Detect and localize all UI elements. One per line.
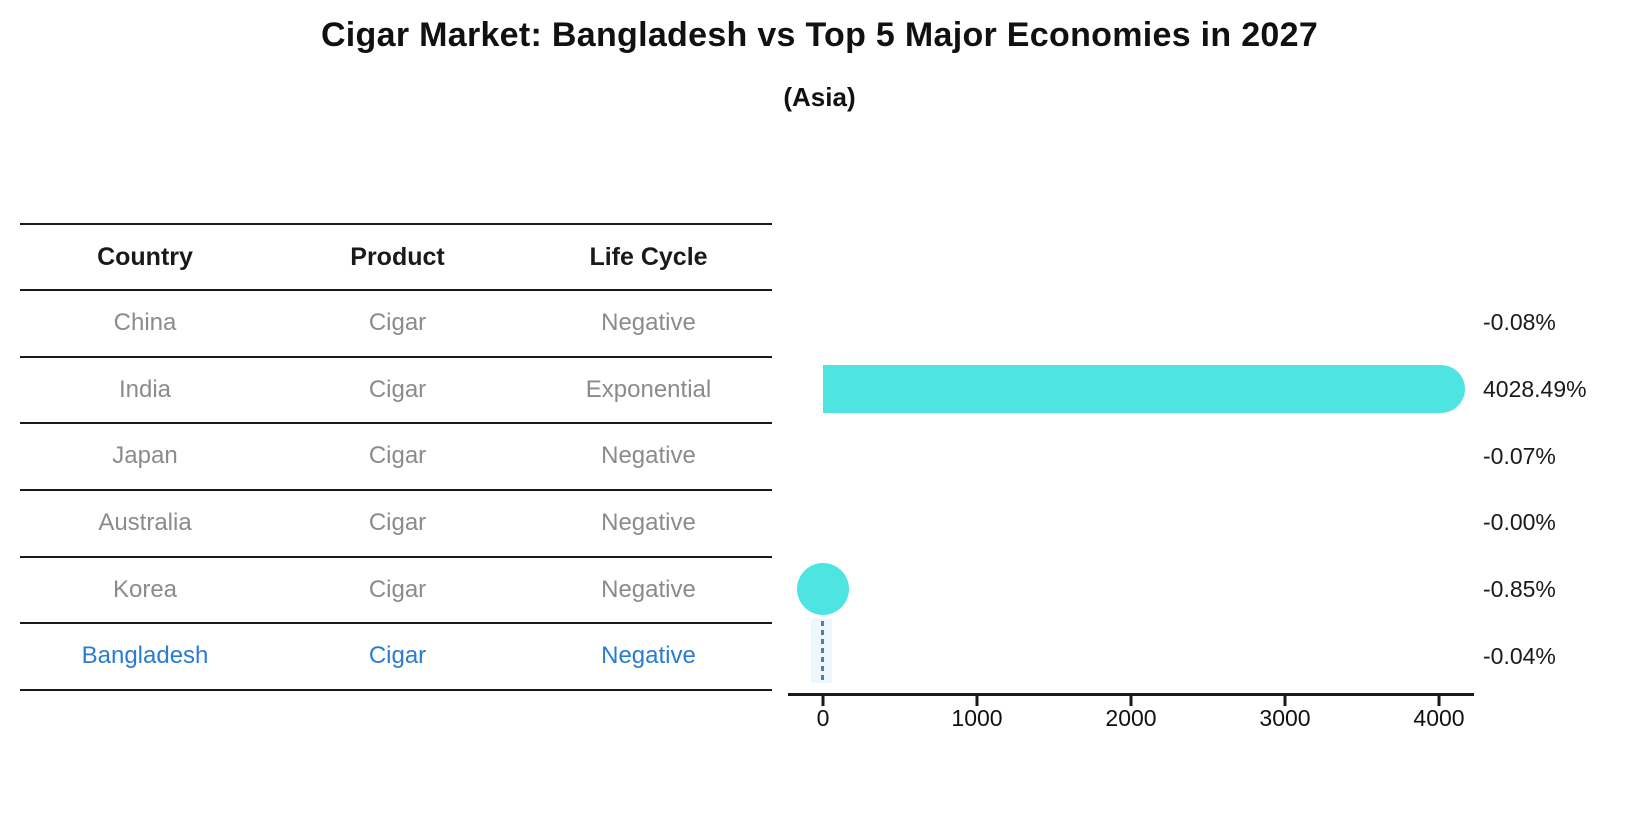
x-axis-tick <box>821 695 825 706</box>
table-divider <box>20 622 772 624</box>
value-label-india: 4028.49% <box>1483 376 1587 402</box>
column-header-product: Product <box>350 242 445 271</box>
table-row-india: India Cigar Exponential <box>20 358 772 422</box>
value-label-korea: -0.85% <box>1483 576 1556 602</box>
table-divider <box>20 489 772 491</box>
cell-life-cycle: Negative <box>601 642 696 669</box>
cell-life-cycle: Negative <box>601 575 696 603</box>
cell-product: Cigar <box>368 642 427 669</box>
cell-product: Cigar <box>368 509 427 536</box>
cell-product: Cigar <box>368 442 427 469</box>
cell-country: India <box>118 375 172 403</box>
cell-product: Cigar <box>368 375 427 403</box>
table-row-australia: Australia Cigar Negative <box>20 491 772 555</box>
marker-korea <box>796 563 849 615</box>
table-divider <box>20 688 772 691</box>
cell-life-cycle: Negative <box>601 509 696 536</box>
value-label-bangladesh: -0.04% <box>1483 642 1556 669</box>
table-divider <box>20 555 772 558</box>
table-row-china: China Cigar Negative <box>20 291 772 355</box>
bangladesh-dashed-line <box>821 621 825 681</box>
cell-country: Japan <box>112 442 178 469</box>
x-axis-tick <box>975 695 979 706</box>
table-row-japan: Japan Cigar Negative <box>20 424 772 488</box>
table-divider <box>20 223 772 225</box>
cell-country: Australia <box>98 509 192 536</box>
table-divider <box>20 422 772 424</box>
cell-product: Cigar <box>368 575 427 603</box>
x-axis-tick <box>1437 695 1441 706</box>
x-axis-tick <box>1283 695 1287 706</box>
cell-life-cycle: Negative <box>601 309 696 336</box>
x-axis-tick-label: 1000 <box>951 705 1003 731</box>
table-divider <box>20 355 772 358</box>
cell-country: Bangladesh <box>81 642 209 669</box>
column-header-country: Country <box>97 242 193 271</box>
table-row-korea: Korea Cigar Negative <box>20 558 772 622</box>
column-header-life-cycle: Life Cycle <box>589 242 708 271</box>
value-label-australia: -0.00% <box>1483 509 1556 535</box>
cell-country: China <box>113 309 177 336</box>
table-divider <box>20 289 772 291</box>
cell-product: Cigar <box>368 309 427 336</box>
cell-life-cycle: Exponential <box>585 375 712 403</box>
x-axis-tick-label: 0 <box>816 705 830 731</box>
cell-country: Korea <box>112 575 178 603</box>
value-label-japan: -0.07% <box>1483 442 1556 469</box>
bar-india <box>823 365 1466 413</box>
cell-life-cycle: Negative <box>601 442 696 469</box>
x-axis-tick-label: 3000 <box>1259 705 1311 731</box>
value-label-china: -0.08% <box>1483 309 1556 335</box>
x-axis-tick-label: 2000 <box>1105 705 1157 731</box>
x-axis-line <box>788 693 1474 696</box>
table-header-row: Country Product Life Cycle <box>20 225 772 289</box>
chart-subtitle: (Asia) <box>783 82 856 112</box>
table-row-bangladesh: Bangladesh Cigar Negative <box>20 624 772 688</box>
country-table: Country Product Life Cycle China Cigar N… <box>20 0 772 823</box>
x-axis-tick <box>1129 695 1133 706</box>
chart-title: Cigar Market: Bangladesh vs Top 5 Major … <box>320 16 1319 54</box>
x-axis-tick-label: 4000 <box>1413 705 1465 731</box>
